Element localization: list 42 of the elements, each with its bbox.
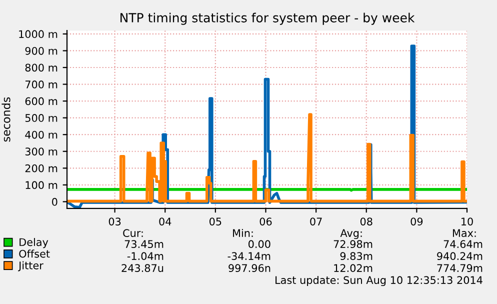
text: 74.64m [444, 240, 482, 248]
x-tick-label: 08 [360, 218, 372, 226]
x-tick-label: 07 [310, 218, 322, 226]
y-tick-label: 600 m [25, 97, 58, 106]
y-tick-label: 900 m [25, 46, 58, 55]
text: 997.96n [228, 264, 270, 272]
y-tick-label: 400 m [25, 130, 58, 139]
text: 0.00 [248, 240, 270, 248]
text: Max: [452, 229, 476, 238]
text: 774.79m [437, 264, 482, 272]
y-tick-label: 200 m [25, 164, 58, 172]
y-tick-label: 800 m [25, 64, 58, 72]
text: 12.02m [334, 264, 372, 272]
text: Last update: Sun Aug 10 12:35:13 2014 [276, 276, 482, 286]
chart-title: NTP timing statistics for system peer - by week [120, 12, 415, 25]
legend-label: Jitter [18, 261, 44, 272]
text: 940.24m [437, 252, 482, 260]
text: 9.83m [340, 252, 372, 260]
text: 72.98m [334, 240, 372, 248]
y-tick-label: 700 m [25, 80, 58, 88]
y-axis-title: seconds [2, 97, 10, 142]
line-series [67, 113, 467, 203]
x-tick-label: 09 [410, 218, 423, 226]
legend-label: Delay [20, 238, 48, 248]
x-tick-label: 06 [260, 218, 272, 226]
x-tick-label: 05 [209, 218, 222, 226]
y-tick-label: 300 m [25, 148, 58, 156]
y-tick-label: 100 m [26, 181, 58, 190]
text: Cur: [123, 229, 143, 238]
text: -1.04m [127, 252, 164, 260]
x-tick-label: 04 [159, 218, 172, 226]
legend-label: Offset [19, 250, 50, 258]
text: 73.45m [124, 240, 164, 248]
text: 243.87u [122, 264, 164, 272]
y-tick-label: 1000 m [19, 30, 58, 38]
text: Avg: [340, 229, 362, 240]
text: Min: [233, 228, 253, 237]
text: -34.14m [228, 252, 270, 260]
y-tick-label: 500 m [25, 114, 58, 122]
x-tick-label: 10 [462, 218, 473, 226]
y-tick-label: 0 [52, 198, 58, 206]
x-tick-label: 03 [108, 218, 121, 226]
